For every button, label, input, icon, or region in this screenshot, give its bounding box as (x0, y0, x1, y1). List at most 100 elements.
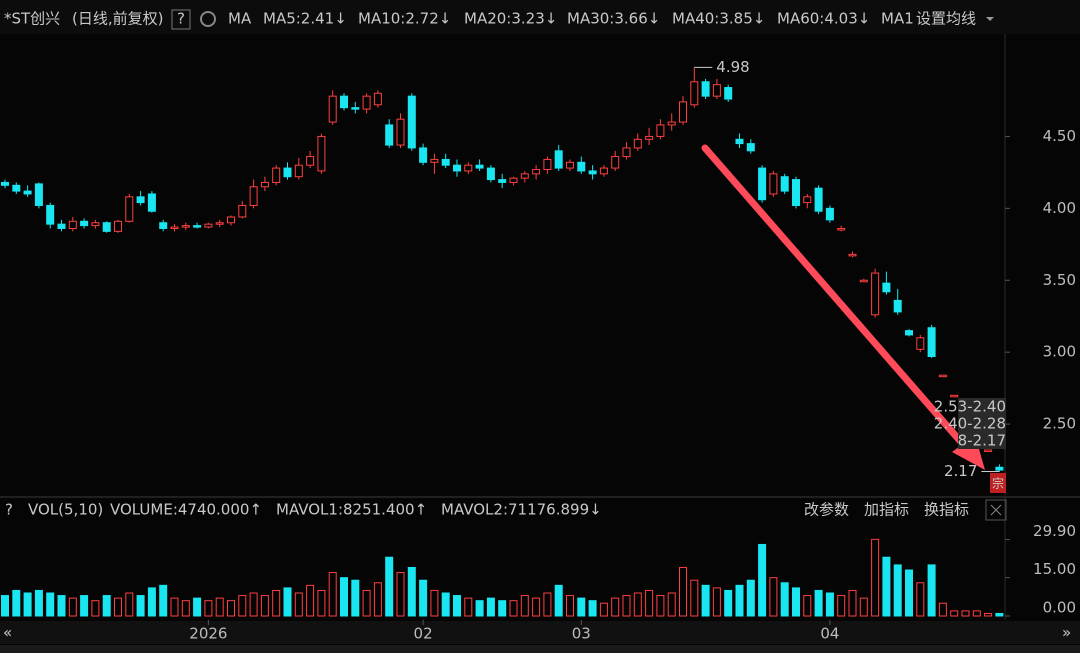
candle-body (385, 124, 394, 146)
volume-bar (23, 592, 32, 617)
help[interactable]: ? (177, 10, 185, 28)
volume-bar (950, 610, 959, 617)
candle-body (938, 374, 947, 378)
volume-bar (249, 592, 258, 617)
candle-body (57, 223, 66, 229)
volume-bar (260, 595, 269, 617)
ma-legend: MA1 (881, 10, 914, 28)
volume-bar (746, 579, 755, 617)
volume-bar (633, 592, 642, 617)
scroll-right[interactable]: » (1062, 624, 1071, 642)
volume-bar (893, 564, 902, 617)
volume-bar (520, 595, 529, 617)
volume-bar (577, 597, 586, 617)
candle-body (927, 327, 936, 357)
volume-bar (159, 584, 168, 617)
dropdown-icon[interactable] (986, 17, 994, 21)
volume-bar (780, 582, 789, 617)
volume-bar (317, 589, 326, 617)
vol-legend: MAVOL2:71176.899↓ (441, 501, 602, 519)
volume-bar (227, 600, 235, 617)
candle-body (328, 95, 337, 123)
toolbar (0, 0, 1080, 34)
candle-body (441, 158, 450, 166)
vol-legend: VOLUME:4740.000↑ (110, 501, 262, 519)
close-icon[interactable] (990, 504, 1002, 516)
volume-bar (611, 597, 620, 617)
vol-tick-label: 0.00 (1043, 599, 1076, 617)
volume-bar (125, 592, 134, 617)
volume-bar (147, 587, 156, 617)
settings-icon[interactable] (200, 11, 216, 27)
candle-body (735, 138, 744, 145)
volume-bar (599, 602, 608, 617)
help-box[interactable] (171, 9, 191, 30)
x-axis-strip (0, 621, 1080, 644)
badge: 宗 (992, 476, 1004, 491)
volume-bar (905, 569, 913, 617)
volume-bar (792, 587, 800, 617)
candle-body (679, 101, 687, 123)
candle-body (498, 179, 507, 183)
panel-button[interactable]: 改参数 (804, 501, 849, 519)
candle-body (407, 95, 416, 149)
volume-bar (181, 600, 190, 617)
candle-body (1, 181, 9, 186)
volume-bar (204, 600, 213, 617)
volume-bar (340, 577, 348, 617)
panel-button[interactable]: 加指标 (864, 501, 909, 519)
volume-bar (984, 612, 993, 617)
y-tick-label: 4.50 (1043, 127, 1076, 145)
scroll-left[interactable]: « (3, 624, 12, 642)
volume-bar (441, 592, 450, 617)
candle-body (136, 196, 145, 204)
volume-bar (656, 595, 665, 617)
volume-bar (679, 566, 687, 617)
candle-body (419, 147, 428, 163)
candle-body (712, 84, 721, 97)
volume-bar (1, 595, 9, 617)
volume-bar (509, 600, 518, 617)
vol-help[interactable]: ? (5, 501, 13, 519)
ma-legend: MA30:3.66↓ (567, 10, 660, 28)
volume-bar (825, 592, 834, 617)
candle-body (825, 207, 834, 221)
volume-bar (972, 610, 981, 617)
vol-tick-label: 15.00 (1033, 560, 1076, 578)
volume-bar (283, 587, 292, 617)
trend-arrow (701, 144, 972, 454)
volume-bar (102, 595, 111, 617)
volume-bar (215, 597, 224, 617)
candle-body (803, 196, 812, 204)
volume-bar (916, 582, 925, 617)
volume-bar (193, 597, 202, 617)
candle-body (46, 204, 55, 225)
candle-body (656, 124, 665, 137)
volume-bar (498, 600, 507, 617)
ma-legend: MA10:2.72↓ (358, 10, 451, 28)
candle-body (102, 222, 111, 232)
ma-settings[interactable]: 设置均线 (916, 10, 976, 28)
panel-button[interactable]: 换指标 (924, 501, 969, 519)
volume-bar (453, 595, 461, 617)
volume-bar (532, 597, 541, 617)
range-label: 8-2.17 (958, 432, 1006, 450)
y-tick-label: 3.50 (1043, 271, 1076, 289)
volume-bar (554, 584, 563, 617)
candle-body (362, 95, 371, 110)
volume-bar (995, 612, 1004, 617)
y-tick-label: 2.50 (1043, 415, 1076, 433)
x-tick-label: 03 (572, 625, 591, 643)
candle-body (475, 164, 484, 169)
candle-body (453, 164, 461, 172)
stock-name: *ST创兴 (4, 10, 60, 28)
candle-body (294, 164, 303, 178)
candle-body (950, 394, 959, 398)
volume-bar (859, 597, 868, 617)
candle-body (916, 337, 925, 350)
ma-legend: MA5:2.41↓ (263, 10, 347, 28)
volume-bar (170, 597, 179, 617)
close-box[interactable] (985, 499, 1007, 521)
candle-body (520, 173, 529, 179)
candle-body (588, 170, 597, 175)
